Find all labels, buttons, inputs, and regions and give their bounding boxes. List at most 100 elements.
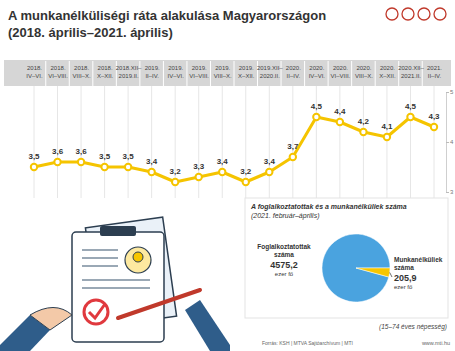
pie-unit-label: ezer fő: [394, 284, 413, 290]
grid-line: [222, 86, 223, 198]
x-tick: 2020. IV–VI.: [309, 60, 326, 79]
pie-category-label: Foglalkoztatottakszáma: [257, 243, 311, 258]
marker: [196, 174, 202, 180]
band-separator: [116, 60, 117, 86]
band-separator: [375, 60, 376, 86]
x-tick-label-line: 2020.: [333, 65, 348, 71]
x-tick-label-line: 2021.II.: [401, 73, 421, 79]
logo-group: [386, 8, 446, 20]
x-tick-label-line: 2020.: [380, 65, 395, 71]
x-tick-label-line: IV–VI.: [26, 73, 43, 79]
logo-circle: [386, 8, 398, 20]
marker: [172, 179, 178, 185]
band-separator: [304, 60, 305, 86]
data-label: 3,4: [146, 157, 158, 166]
y-tick-label: 3: [450, 189, 454, 195]
x-tick-label-line: 2020.: [286, 65, 301, 71]
x-tick-label-line: VIII–X.: [214, 73, 232, 79]
marker: [407, 114, 413, 120]
grid-line: [57, 86, 58, 198]
data-label: 3,5: [99, 152, 111, 161]
x-tick-label-line: 2020.II.: [260, 73, 280, 79]
category-band: [4, 60, 451, 86]
x-tick-label: 2018. IV–VI.: [26, 65, 43, 79]
band-separator: [163, 60, 164, 86]
x-tick-label: 2019.IV–VI.: [168, 65, 185, 79]
x-tick: 2019.XII– 2020.II.: [257, 60, 283, 79]
x-tick: 2018.VI–VIII.: [48, 60, 68, 79]
x-tick-label-line: 2019.II.: [119, 73, 139, 79]
data-label: 3,6: [75, 147, 87, 156]
x-tick-label-line: X–XII.: [97, 73, 114, 79]
data-label: 3,5: [28, 152, 40, 161]
pie-category-label: Munkanélküliekszáma: [394, 256, 443, 271]
x-tick-label: 2020.XII–2021.II.: [398, 65, 424, 79]
x-tick: 2020.XII–2021.II.: [398, 60, 424, 79]
marker: [219, 169, 225, 175]
marker: [54, 159, 60, 165]
x-tick-label: 2019.X–XII.: [238, 65, 255, 79]
x-tick-label-line: II–IV.: [287, 73, 301, 79]
inset-box: [245, 198, 448, 318]
x-tick-label-line: 2018.: [27, 65, 42, 71]
marker: [384, 134, 390, 140]
pie: [322, 234, 390, 302]
band-separator: [257, 60, 258, 86]
x-tick: 2019.VI–VIII.: [189, 60, 209, 79]
band-separator: [210, 60, 211, 86]
x-tick-label: 2018.VIII–X.: [73, 65, 91, 79]
y-tick: 5: [446, 89, 454, 95]
y-axis-line: [447, 93, 450, 193]
pie-title: A foglalkoztatottak és a munkanélküliek …: [250, 203, 407, 211]
pie-label: Foglalkoztatottakszáma4575,2ezer fő: [257, 243, 311, 277]
y-tick-mark: [446, 92, 449, 93]
x-tick-label-line: VI–VIII.: [48, 73, 68, 79]
title: A munkanélküliségi ráta alakulása Magyar…: [8, 8, 326, 23]
x-tick: 2020.VI–VIII.: [331, 60, 351, 79]
grid-line: [339, 86, 340, 198]
logo-circle: [418, 8, 430, 20]
x-tick: 2018. IV–VI.: [26, 60, 43, 79]
x-tick-label: 2020. IV–VI.: [309, 65, 326, 79]
x-tick-label: 2020.VI–VIII.: [331, 65, 351, 79]
x-tick-label-line: II–IV.: [428, 73, 442, 79]
marker: [266, 169, 272, 175]
text-line: [82, 287, 150, 289]
marks: [31, 114, 437, 185]
x-tick-label-line: IV–VI.: [309, 73, 326, 79]
y-tick-mark: [446, 192, 449, 193]
subtitle: (2018. április–2021. április): [8, 25, 173, 40]
data-label: 3,4: [264, 157, 276, 166]
x-tick-label: 2019.VIII–X.: [214, 65, 232, 79]
x-tick-label-line: 2019.XII–: [257, 65, 283, 71]
data-label: 3,6: [52, 147, 64, 156]
x-tick-label-line: 2020.: [309, 65, 324, 71]
pie-slice: [356, 268, 390, 277]
grid-line: [269, 86, 270, 198]
pie-category-label-line: Munkanélküliek: [394, 256, 443, 263]
x-tick-label-line: II–IV.: [145, 73, 159, 79]
marker: [431, 124, 437, 130]
x-tick-label-line: 2018.XII–: [116, 65, 142, 71]
marker: [78, 159, 84, 165]
x-tick: 2021.II–IV.: [427, 60, 442, 79]
x-tick: 2019.X–XII.: [238, 60, 255, 79]
sleeve-right: [185, 300, 230, 351]
x-tick-label-line: X–XII.: [379, 73, 396, 79]
x-tick: 2018.X–XII.: [97, 60, 114, 79]
source: Forrás: KSH | MTVA Sajtóarchívum | MTI: [262, 340, 353, 346]
y-tick: 4: [446, 139, 454, 145]
logo-circle: [434, 8, 446, 20]
illustration: [0, 217, 230, 351]
check-circle: [84, 300, 108, 324]
grid-line: [363, 86, 364, 198]
marker: [148, 169, 154, 175]
band-separator: [398, 60, 399, 86]
pie-unit-label: ezer fő: [275, 271, 294, 277]
x-tick-label-line: 2019.: [239, 65, 254, 71]
x-tick: 2018.VIII–X.: [73, 60, 91, 79]
x-tick: 2020.VIII–X.: [355, 60, 373, 79]
band-separator: [139, 60, 140, 86]
x-tick-label: 2020. II–IV.: [286, 65, 301, 79]
x-tick-label-line: VI–VIII.: [189, 73, 209, 79]
